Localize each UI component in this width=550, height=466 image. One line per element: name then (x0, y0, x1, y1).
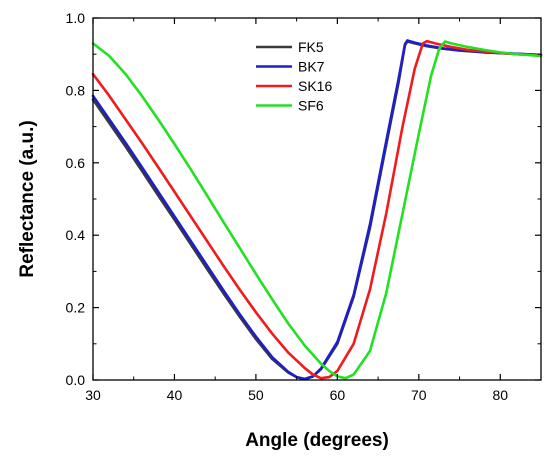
y-tick-label: 0.0 (66, 372, 86, 388)
series-layer (91, 39, 543, 381)
x-tick-label: 70 (411, 387, 427, 403)
legend-label-sk16: SK16 (298, 78, 332, 94)
legend-label-fk5: FK5 (298, 39, 324, 55)
legend-label-bk7: BK7 (298, 59, 325, 75)
y-tick-label: 0.8 (66, 82, 86, 98)
y-tick-label: 0.4 (66, 227, 86, 243)
x-tick-label: 30 (85, 387, 101, 403)
y-tick-label: 0.6 (66, 155, 86, 171)
series-line-bk7 (91, 39, 543, 381)
x-axis-title: Angle (degrees) (245, 430, 389, 451)
legend: FK5 BK7 SK16 SF6 (256, 39, 332, 114)
x-tick-label: 60 (330, 387, 346, 403)
series-line-sf6 (91, 40, 543, 380)
series-line-sk16 (91, 39, 543, 380)
x-tick-label: 80 (492, 387, 508, 403)
x-tick-label: 40 (167, 387, 183, 403)
y-axis-title: Reflectance (a.u.) (17, 120, 38, 277)
x-tick-label: 50 (248, 387, 264, 403)
y-tick-label: 0.2 (66, 300, 86, 316)
y-tick-label: 1.0 (66, 10, 86, 26)
ticks-layer: 30 40 50 60 70 80 0.0 0.2 0.4 0.6 0.8 1.0 (66, 10, 541, 403)
legend-label-sf6: SF6 (298, 98, 324, 114)
